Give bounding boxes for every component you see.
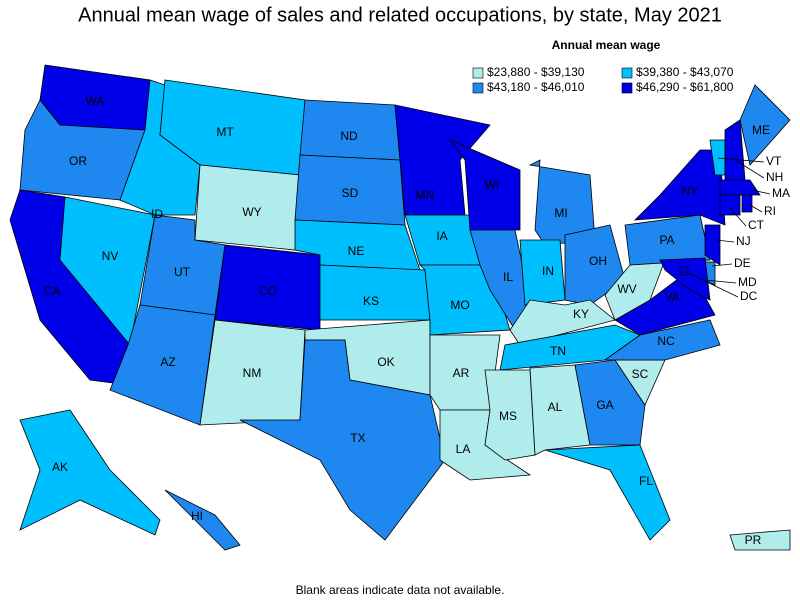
state-label: AL bbox=[548, 400, 563, 414]
state bbox=[729, 529, 791, 551]
state-label: KY bbox=[573, 307, 589, 321]
legend-label: $43,180 - $46,010 bbox=[487, 80, 585, 94]
state-label: LA bbox=[456, 442, 471, 456]
state-label: SD bbox=[342, 186, 359, 200]
leader-line bbox=[729, 207, 747, 227]
state-label: WI bbox=[485, 178, 500, 192]
legend-swatch bbox=[621, 82, 633, 94]
state-label: KS bbox=[363, 294, 379, 308]
state-label: IA bbox=[436, 229, 447, 243]
state-label: VA bbox=[664, 290, 679, 304]
state-label: TN bbox=[550, 344, 566, 358]
state-label: ND bbox=[340, 129, 358, 143]
state bbox=[633, 149, 726, 226]
state bbox=[109, 304, 216, 426]
leader-line bbox=[715, 239, 735, 243]
state-label: MS bbox=[499, 409, 517, 423]
state bbox=[719, 194, 741, 216]
state bbox=[604, 259, 666, 321]
legend-swatch bbox=[621, 67, 633, 79]
state-label: MA bbox=[772, 186, 790, 200]
state-label: OK bbox=[377, 355, 394, 369]
note: Blank areas indicate data not available. bbox=[296, 583, 505, 597]
legend: $23,880 - $39,130 $39,380 - $43,070 $43,18… bbox=[472, 65, 734, 94]
legend-label: $46,290 - $61,800 bbox=[636, 80, 734, 94]
state-label: FL bbox=[639, 474, 653, 488]
state-label: PR bbox=[745, 533, 762, 547]
state-label: AZ bbox=[160, 355, 175, 369]
state-label: NV bbox=[102, 249, 119, 263]
legend-label: $39,380 - $43,070 bbox=[636, 65, 734, 79]
state-label: CO bbox=[259, 284, 277, 298]
state bbox=[544, 444, 671, 541]
leader-line bbox=[749, 204, 763, 213]
state-label: MN bbox=[416, 188, 435, 202]
leader-line bbox=[704, 279, 737, 284]
state-label: OH bbox=[589, 254, 607, 268]
state-label: NC bbox=[657, 334, 675, 348]
state-label: IN bbox=[542, 264, 554, 278]
state-label: TX bbox=[350, 431, 365, 445]
state-label: WY bbox=[242, 205, 261, 219]
state-label: CT bbox=[748, 218, 765, 232]
state bbox=[659, 257, 711, 301]
state bbox=[164, 489, 241, 551]
state-label: NM bbox=[243, 366, 262, 380]
state-label: IL bbox=[503, 270, 513, 284]
leader-line bbox=[717, 157, 765, 163]
state-label: PA bbox=[659, 233, 674, 247]
state-label: MD bbox=[738, 275, 757, 289]
state bbox=[719, 179, 761, 196]
state-label: ME bbox=[752, 123, 770, 137]
states bbox=[9, 64, 791, 551]
state-label: NY bbox=[682, 184, 699, 198]
leader-line bbox=[711, 263, 733, 267]
state-label: AK bbox=[52, 460, 68, 474]
legend-label: $23,880 - $39,130 bbox=[487, 65, 585, 79]
state-labels: WA OR CA NV ID MT WY UT AZ CO NM ND SD NE KS OK TX MN IA MO… bbox=[44, 94, 790, 547]
map-title: Annual mean wage of sales and related oc… bbox=[78, 4, 722, 26]
state bbox=[603, 319, 721, 361]
legend-swatch bbox=[472, 67, 484, 79]
state bbox=[319, 264, 431, 321]
state bbox=[739, 84, 791, 166]
state bbox=[529, 364, 591, 456]
state bbox=[239, 339, 446, 541]
state-label: OR bbox=[69, 154, 87, 168]
state-label: HI bbox=[191, 509, 203, 523]
state-label: CA bbox=[44, 284, 61, 298]
state-label: UT bbox=[174, 265, 191, 279]
state-label: NH bbox=[766, 170, 783, 184]
state-label: WA bbox=[86, 94, 105, 108]
state-label: MT bbox=[216, 125, 234, 139]
state-label: MI bbox=[554, 206, 567, 220]
state bbox=[574, 359, 646, 446]
state bbox=[19, 409, 161, 536]
state-label: ID bbox=[151, 207, 163, 221]
state-label: GA bbox=[596, 398, 613, 412]
state-label: MO bbox=[450, 298, 469, 312]
state-label: DE bbox=[734, 256, 751, 270]
state bbox=[741, 194, 753, 213]
state-label: VT bbox=[766, 154, 782, 168]
state-label: AR bbox=[453, 366, 470, 380]
legend-title: Annual mean wage bbox=[552, 38, 661, 52]
leader-line bbox=[683, 270, 739, 298]
state-label: WV bbox=[617, 282, 636, 296]
state-label: SC bbox=[632, 367, 649, 381]
state-label: NJ bbox=[736, 234, 751, 248]
state-label: RI bbox=[764, 204, 776, 218]
state-label: DC bbox=[740, 289, 758, 303]
leader-line bbox=[734, 159, 765, 179]
state bbox=[624, 214, 711, 266]
legend-swatch bbox=[472, 82, 484, 94]
state-label: NE bbox=[348, 244, 365, 258]
leader-line bbox=[751, 189, 771, 195]
